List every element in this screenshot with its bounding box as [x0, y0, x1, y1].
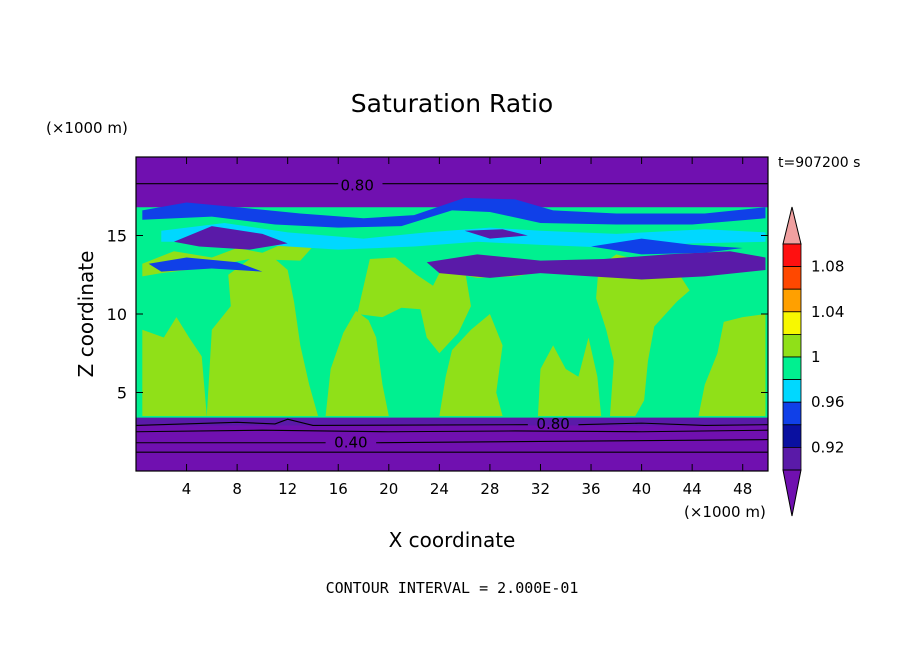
x-axis-label: X coordinate: [389, 528, 516, 552]
field-region-streak: [591, 238, 743, 255]
field-region-streak: [464, 229, 528, 239]
contour-line: [136, 418, 528, 427]
y-tick-label: 10: [107, 305, 127, 324]
field-region-streak: [173, 226, 288, 250]
saturation-field: [136, 157, 768, 471]
x-tick-label: 48: [733, 480, 752, 498]
colorbar-label: 1.08: [811, 258, 844, 276]
colorbar-segment: [782, 266, 802, 290]
x-tick-label: 20: [379, 480, 398, 498]
colorbar-segment: [782, 333, 802, 358]
field-band-low-layer: [136, 417, 768, 426]
x-tick-label: 16: [329, 480, 348, 498]
contour-interval-footer: CONTOUR INTERVAL = 2.000E-01: [326, 579, 579, 597]
colorbar-segment: [782, 379, 802, 403]
colorbar-over-arrow: [782, 206, 802, 245]
y-axis-ticks: 5 10 15: [107, 227, 768, 403]
colorbar-segment: [782, 424, 802, 448]
field-region-light-green: [142, 317, 207, 417]
colorbar-segment: [782, 243, 802, 268]
x-tick-label: 44: [683, 480, 702, 498]
contour-lines: [136, 183, 768, 453]
x-tick-label: 40: [632, 480, 651, 498]
x-axis-ticks: 4 8 12 16 20 24 28 32 36 40 44 48: [182, 157, 752, 498]
colorbar-segment: [782, 356, 802, 381]
field-region-light-green: [439, 314, 503, 417]
x-tick-label: 24: [430, 480, 449, 498]
chart-title: Saturation Ratio: [351, 89, 553, 118]
colorbar-under-arrow: [782, 469, 802, 517]
y-unit-label: (×1000 m): [46, 119, 128, 137]
field-region-light-green: [537, 337, 602, 417]
y-tick-label: 5: [117, 384, 127, 403]
field-region-streak: [148, 257, 263, 272]
contour-label: 0.80: [536, 415, 569, 433]
colorbar-segment: [782, 288, 802, 313]
y-tick-label: 15: [107, 227, 127, 246]
x-tick-label: 32: [531, 480, 550, 498]
field-region-streak: [426, 251, 766, 280]
colorbar: 1.08 1.04 1 0.96 0.92: [782, 206, 844, 517]
time-label: t=907200 s: [778, 155, 860, 171]
x-tick-label: 12: [278, 480, 297, 498]
contour-label: 0.40: [334, 434, 367, 452]
field-region-light-green: [698, 314, 766, 417]
contour-line: [136, 429, 768, 433]
contour-line: [578, 422, 768, 427]
contour-line: [376, 439, 768, 444]
contour-labels: 0.80 0.80 0.40: [334, 176, 570, 451]
colorbar-segment: [782, 446, 802, 471]
x-tick-label: 36: [581, 480, 600, 498]
colorbar-segment: [782, 311, 802, 335]
contour-label: 0.80: [340, 176, 373, 194]
x-tick-label: 4: [182, 480, 192, 498]
field-region-light-green: [357, 257, 471, 354]
colorbar-label: 1: [811, 348, 821, 366]
colorbar-label: 0.96: [811, 393, 844, 411]
y-axis-label: Z coordinate: [74, 251, 98, 378]
colorbar-segment: [782, 401, 802, 426]
colorbar-label: 1.04: [811, 303, 844, 321]
x-tick-label: 8: [232, 480, 242, 498]
x-tick-label: 28: [480, 480, 499, 498]
field-region-streak: [142, 197, 766, 228]
field-region-light-green: [325, 310, 389, 417]
colorbar-label: 0.92: [811, 438, 844, 456]
field-region-light-green: [596, 254, 690, 417]
x-unit-label: (×1000 m): [684, 503, 766, 521]
field-region-light-green: [206, 259, 319, 417]
